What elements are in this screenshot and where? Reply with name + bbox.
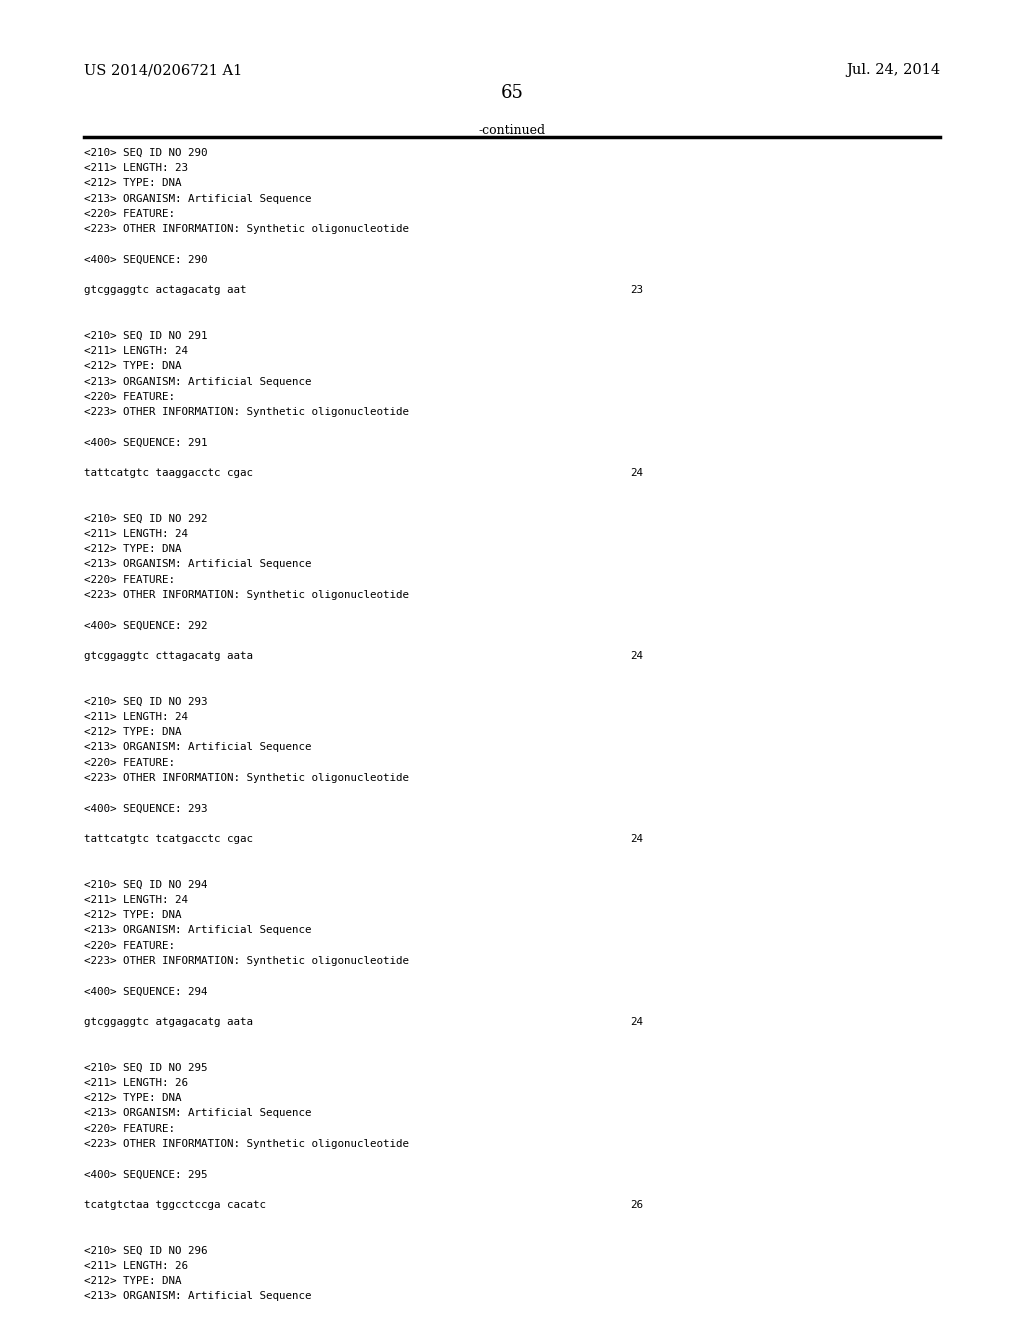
Text: <223> OTHER INFORMATION: Synthetic oligonucleotide: <223> OTHER INFORMATION: Synthetic oligo… xyxy=(84,774,409,783)
Text: <220> FEATURE:: <220> FEATURE: xyxy=(84,392,175,401)
Text: <213> ORGANISM: Artificial Sequence: <213> ORGANISM: Artificial Sequence xyxy=(84,194,311,203)
Text: <212> TYPE: DNA: <212> TYPE: DNA xyxy=(84,1093,181,1104)
Text: <210> SEQ ID NO 293: <210> SEQ ID NO 293 xyxy=(84,697,208,706)
Text: <210> SEQ ID NO 295: <210> SEQ ID NO 295 xyxy=(84,1063,208,1073)
Text: <223> OTHER INFORMATION: Synthetic oligonucleotide: <223> OTHER INFORMATION: Synthetic oligo… xyxy=(84,224,409,234)
Text: <213> ORGANISM: Artificial Sequence: <213> ORGANISM: Artificial Sequence xyxy=(84,925,311,936)
Text: 24: 24 xyxy=(630,1016,643,1027)
Text: Jul. 24, 2014: Jul. 24, 2014 xyxy=(846,63,940,78)
Text: tattcatgtc taaggacctc cgac: tattcatgtc taaggacctc cgac xyxy=(84,469,253,478)
Text: <400> SEQUENCE: 292: <400> SEQUENCE: 292 xyxy=(84,620,208,631)
Text: <210> SEQ ID NO 292: <210> SEQ ID NO 292 xyxy=(84,513,208,524)
Text: <211> LENGTH: 26: <211> LENGTH: 26 xyxy=(84,1261,188,1271)
Text: <212> TYPE: DNA: <212> TYPE: DNA xyxy=(84,362,181,371)
Text: <400> SEQUENCE: 293: <400> SEQUENCE: 293 xyxy=(84,804,208,813)
Text: <212> TYPE: DNA: <212> TYPE: DNA xyxy=(84,178,181,189)
Text: US 2014/0206721 A1: US 2014/0206721 A1 xyxy=(84,63,243,78)
Text: <210> SEQ ID NO 291: <210> SEQ ID NO 291 xyxy=(84,331,208,341)
Text: <400> SEQUENCE: 291: <400> SEQUENCE: 291 xyxy=(84,437,208,447)
Text: -continued: -continued xyxy=(478,124,546,137)
Text: tcatgtctaa tggcctccga cacatc: tcatgtctaa tggcctccga cacatc xyxy=(84,1200,266,1210)
Text: <400> SEQUENCE: 294: <400> SEQUENCE: 294 xyxy=(84,986,208,997)
Text: <220> FEATURE:: <220> FEATURE: xyxy=(84,574,175,585)
Text: 65: 65 xyxy=(501,84,523,103)
Text: <213> ORGANISM: Artificial Sequence: <213> ORGANISM: Artificial Sequence xyxy=(84,1291,311,1302)
Text: <213> ORGANISM: Artificial Sequence: <213> ORGANISM: Artificial Sequence xyxy=(84,560,311,569)
Text: tattcatgtc tcatgacctc cgac: tattcatgtc tcatgacctc cgac xyxy=(84,834,253,843)
Text: <223> OTHER INFORMATION: Synthetic oligonucleotide: <223> OTHER INFORMATION: Synthetic oligo… xyxy=(84,956,409,966)
Text: <220> FEATURE:: <220> FEATURE: xyxy=(84,941,175,950)
Text: gtcggaggtc actagacatg aat: gtcggaggtc actagacatg aat xyxy=(84,285,247,296)
Text: <212> TYPE: DNA: <212> TYPE: DNA xyxy=(84,911,181,920)
Text: <223> OTHER INFORMATION: Synthetic oligonucleotide: <223> OTHER INFORMATION: Synthetic oligo… xyxy=(84,590,409,601)
Text: <211> LENGTH: 24: <211> LENGTH: 24 xyxy=(84,346,188,356)
Text: <213> ORGANISM: Artificial Sequence: <213> ORGANISM: Artificial Sequence xyxy=(84,376,311,387)
Text: gtcggaggtc atgagacatg aata: gtcggaggtc atgagacatg aata xyxy=(84,1016,253,1027)
Text: <212> TYPE: DNA: <212> TYPE: DNA xyxy=(84,544,181,554)
Text: <220> FEATURE:: <220> FEATURE: xyxy=(84,758,175,768)
Text: <211> LENGTH: 24: <211> LENGTH: 24 xyxy=(84,895,188,906)
Text: <220> FEATURE:: <220> FEATURE: xyxy=(84,1123,175,1134)
Text: <213> ORGANISM: Artificial Sequence: <213> ORGANISM: Artificial Sequence xyxy=(84,1109,311,1118)
Text: <211> LENGTH: 24: <211> LENGTH: 24 xyxy=(84,711,188,722)
Text: <211> LENGTH: 24: <211> LENGTH: 24 xyxy=(84,529,188,539)
Text: <210> SEQ ID NO 290: <210> SEQ ID NO 290 xyxy=(84,148,208,158)
Text: 23: 23 xyxy=(630,285,643,296)
Text: 24: 24 xyxy=(630,469,643,478)
Text: 24: 24 xyxy=(630,651,643,661)
Text: <220> FEATURE:: <220> FEATURE: xyxy=(84,209,175,219)
Text: <400> SEQUENCE: 295: <400> SEQUENCE: 295 xyxy=(84,1170,208,1179)
Text: 26: 26 xyxy=(630,1200,643,1210)
Text: <213> ORGANISM: Artificial Sequence: <213> ORGANISM: Artificial Sequence xyxy=(84,742,311,752)
Text: <210> SEQ ID NO 296: <210> SEQ ID NO 296 xyxy=(84,1246,208,1255)
Text: gtcggaggtc cttagacatg aata: gtcggaggtc cttagacatg aata xyxy=(84,651,253,661)
Text: <223> OTHER INFORMATION: Synthetic oligonucleotide: <223> OTHER INFORMATION: Synthetic oligo… xyxy=(84,407,409,417)
Text: <211> LENGTH: 23: <211> LENGTH: 23 xyxy=(84,164,188,173)
Text: <400> SEQUENCE: 290: <400> SEQUENCE: 290 xyxy=(84,255,208,264)
Text: <212> TYPE: DNA: <212> TYPE: DNA xyxy=(84,1276,181,1286)
Text: <212> TYPE: DNA: <212> TYPE: DNA xyxy=(84,727,181,737)
Text: <210> SEQ ID NO 294: <210> SEQ ID NO 294 xyxy=(84,879,208,890)
Text: 24: 24 xyxy=(630,834,643,843)
Text: <223> OTHER INFORMATION: Synthetic oligonucleotide: <223> OTHER INFORMATION: Synthetic oligo… xyxy=(84,1139,409,1148)
Text: <211> LENGTH: 26: <211> LENGTH: 26 xyxy=(84,1078,188,1088)
